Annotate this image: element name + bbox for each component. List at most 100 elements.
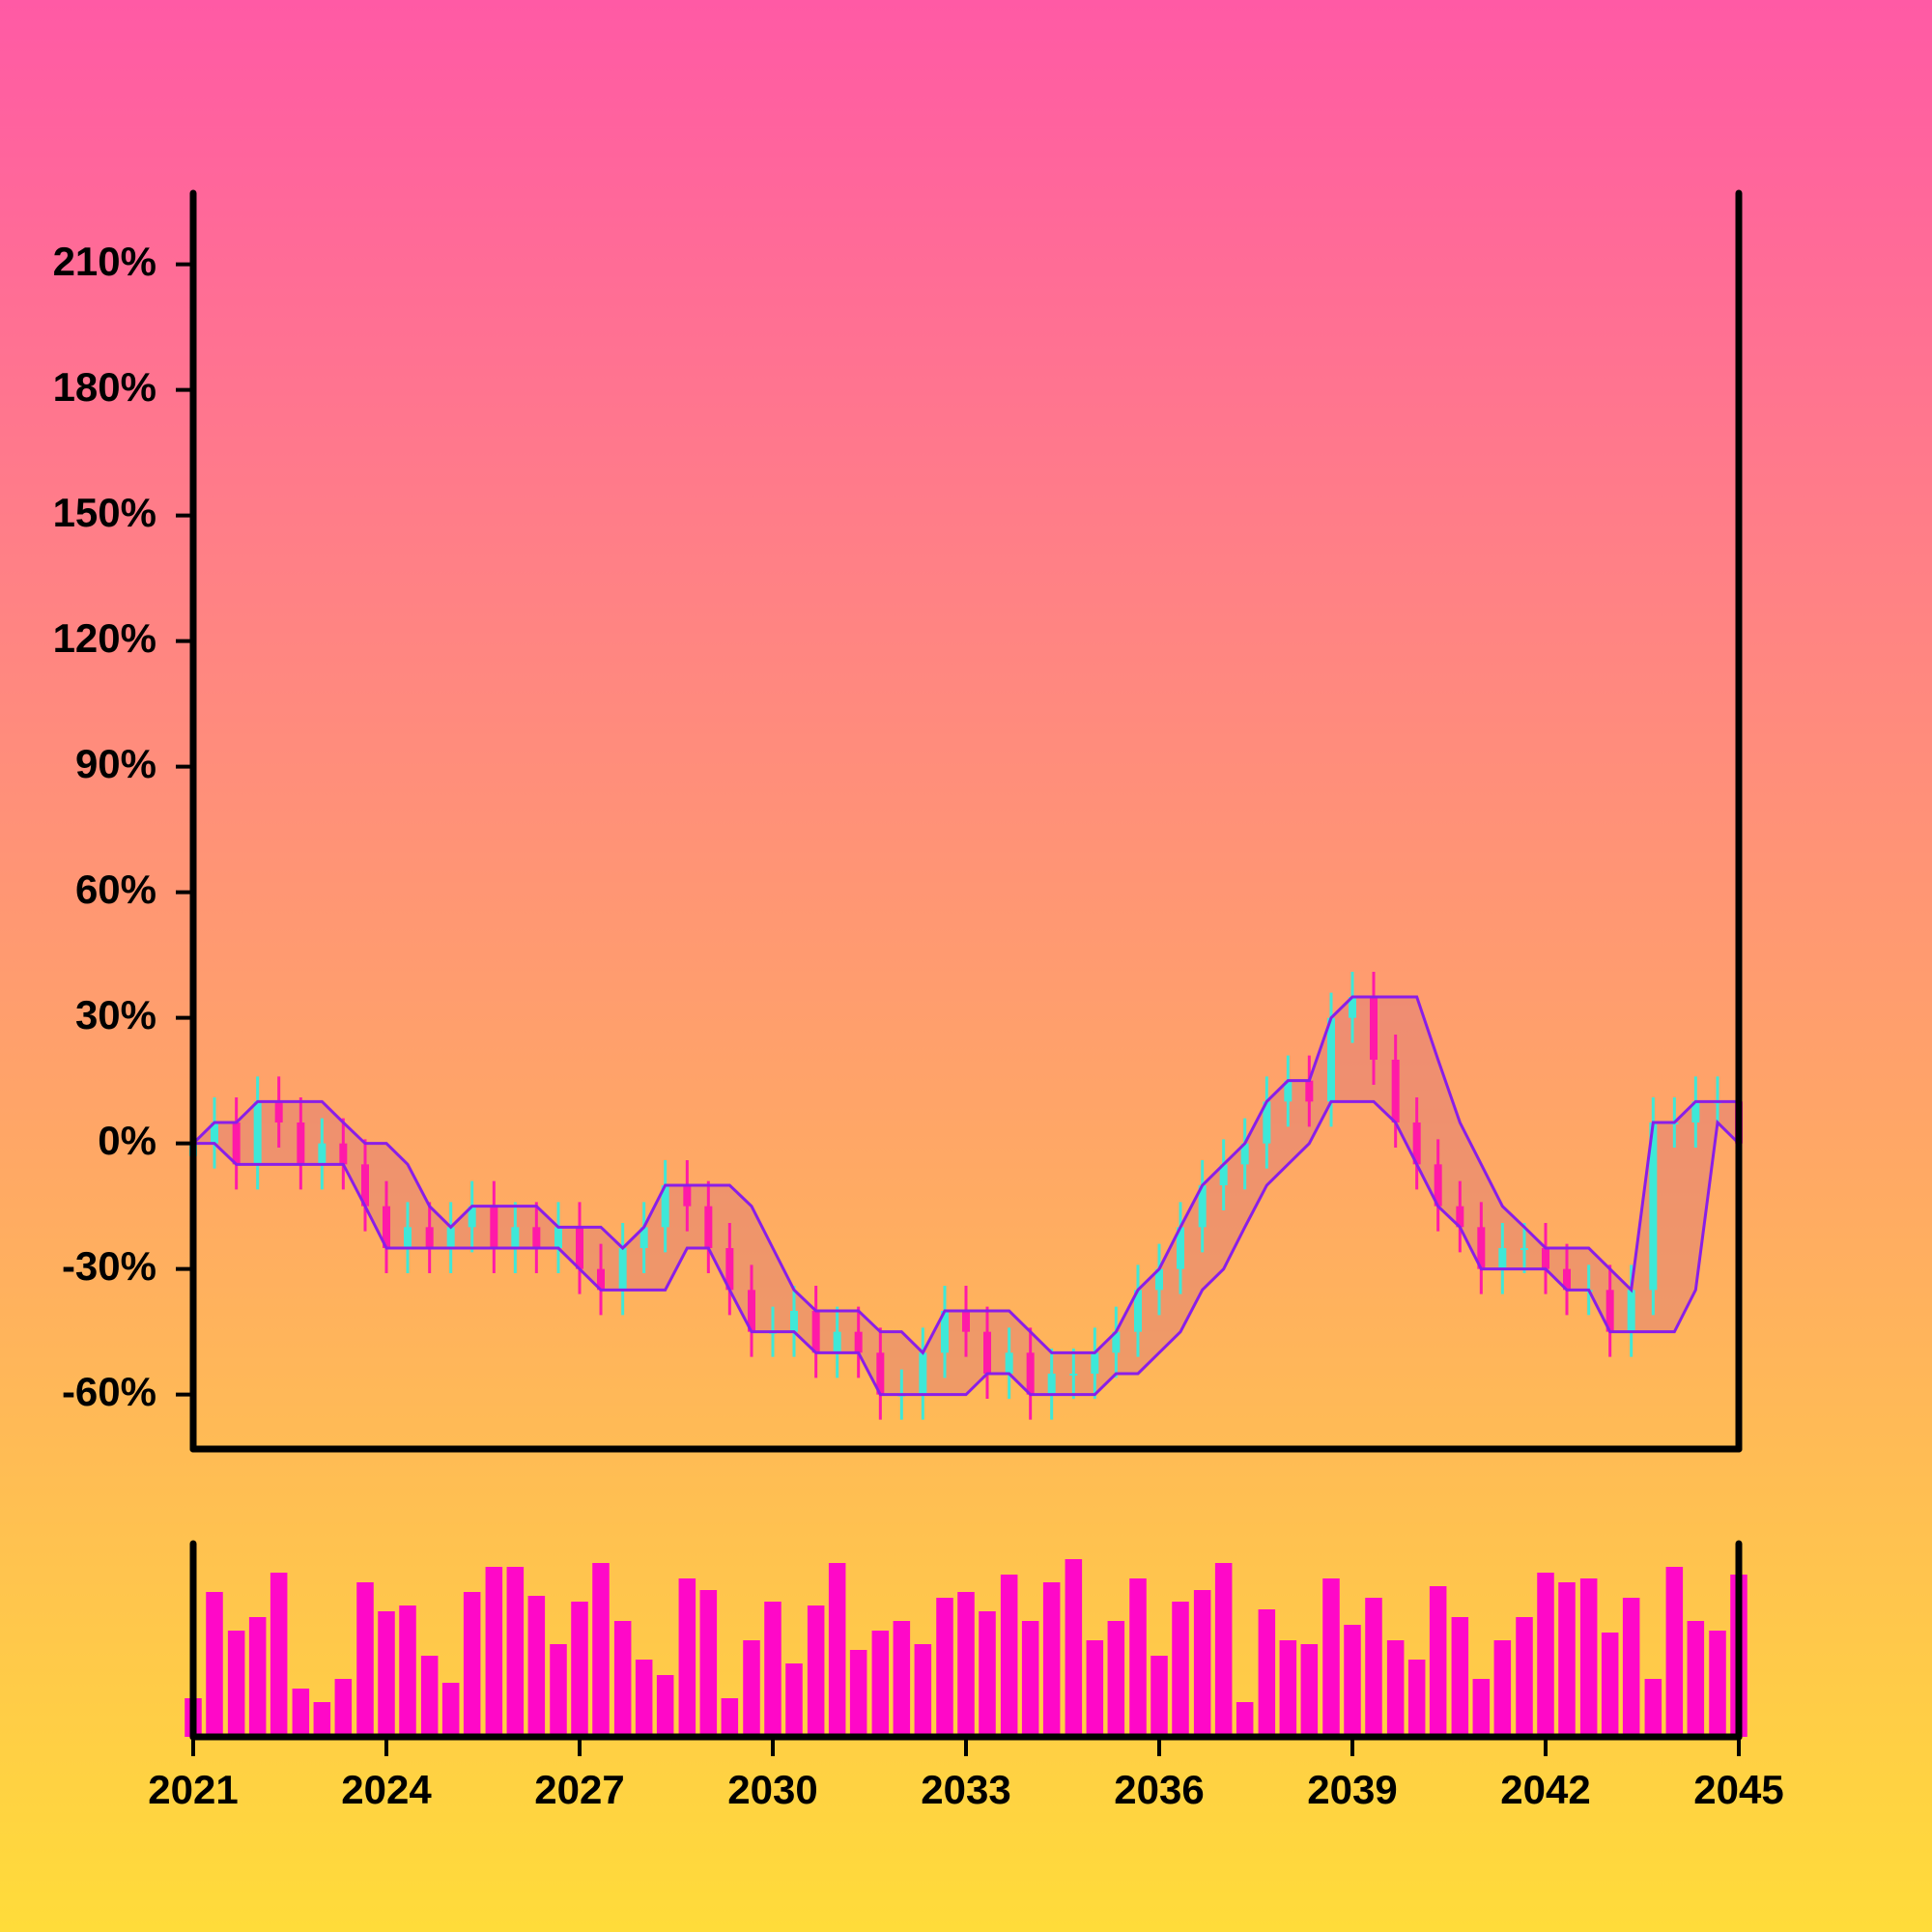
candle-body xyxy=(725,1248,734,1291)
x-tick-label: 2021 xyxy=(148,1767,238,1812)
candle-body xyxy=(1177,1227,1184,1269)
volume-bar xyxy=(936,1598,953,1737)
volume-bar xyxy=(206,1592,223,1737)
y-tick-label: -60% xyxy=(62,1369,156,1414)
volume-bar xyxy=(1622,1598,1640,1737)
candle-body xyxy=(1520,1248,1528,1250)
candle-body xyxy=(639,1227,648,1248)
volume-bar xyxy=(743,1640,760,1737)
volume-bar xyxy=(785,1663,803,1737)
candle-body xyxy=(532,1227,541,1248)
volume-bar xyxy=(550,1644,567,1737)
candle-body xyxy=(919,1352,927,1395)
volume-bar xyxy=(979,1611,996,1737)
volume-bar xyxy=(1107,1621,1125,1737)
volume-bar xyxy=(849,1650,867,1737)
candle-body xyxy=(1349,997,1356,1018)
volume-bar xyxy=(420,1656,439,1737)
candle-body xyxy=(576,1227,583,1269)
candle-body xyxy=(854,1331,863,1353)
candle-body xyxy=(1391,1060,1400,1122)
volume-bar xyxy=(1000,1575,1018,1737)
candle-body xyxy=(983,1331,991,1374)
y-tick-label: -30% xyxy=(62,1243,156,1289)
candle-body xyxy=(1627,1290,1635,1332)
candle-body xyxy=(1691,1101,1700,1122)
candle-body xyxy=(811,1311,820,1353)
y-tick-label: 210% xyxy=(53,239,156,284)
volume-bar xyxy=(721,1698,739,1737)
volume-bar xyxy=(764,1602,781,1737)
volume-bar xyxy=(1172,1602,1189,1737)
candle-body xyxy=(425,1227,434,1248)
volume-bar xyxy=(957,1592,975,1737)
candle-body xyxy=(318,1143,327,1165)
volume-bar xyxy=(1021,1621,1039,1737)
y-tick-label: 180% xyxy=(53,364,156,410)
channel-area xyxy=(193,997,1739,1395)
candle-body xyxy=(748,1290,755,1332)
candle-body xyxy=(339,1143,348,1165)
y-tick-label: 0% xyxy=(98,1118,156,1163)
candle-body xyxy=(1091,1352,1099,1374)
candle-body xyxy=(274,1101,283,1122)
volume-bar xyxy=(334,1679,353,1737)
volume-bar xyxy=(1407,1660,1426,1737)
volume-bar xyxy=(1300,1644,1319,1737)
candle-body xyxy=(1456,1206,1464,1228)
candle-body xyxy=(297,1122,305,1165)
volume-bar xyxy=(1279,1640,1297,1737)
candle-body xyxy=(383,1206,390,1248)
volume-bar xyxy=(571,1602,588,1737)
volume-bar xyxy=(1472,1679,1491,1737)
candle-body xyxy=(618,1248,627,1291)
volume-bar xyxy=(871,1631,890,1737)
candle-body xyxy=(661,1185,669,1228)
volume-bar xyxy=(1129,1578,1147,1737)
y-tick-label: 150% xyxy=(53,490,156,535)
volume-bar xyxy=(270,1573,288,1737)
volume-bar xyxy=(914,1644,932,1737)
candle-body xyxy=(253,1101,262,1165)
candle-body xyxy=(1477,1227,1486,1269)
volume-bar xyxy=(292,1689,310,1737)
candle-body xyxy=(1649,1122,1658,1291)
candle-body xyxy=(404,1227,412,1248)
candle-body xyxy=(554,1227,562,1248)
volume-bar xyxy=(1687,1621,1705,1737)
volume-bar xyxy=(1601,1633,1619,1737)
candle-body xyxy=(1240,1143,1249,1165)
candle-body xyxy=(1134,1290,1142,1332)
candle-body xyxy=(446,1227,455,1248)
volume-bar xyxy=(678,1578,696,1737)
volume-bar xyxy=(1386,1640,1405,1737)
volume-bar xyxy=(378,1611,395,1737)
y-tick-label: 120% xyxy=(53,615,156,661)
candle-body xyxy=(1542,1248,1549,1269)
y-tick-label: 60% xyxy=(75,867,156,912)
volume-bar xyxy=(1558,1582,1576,1737)
candle-body xyxy=(1284,1080,1293,1102)
volume-bar xyxy=(1258,1609,1276,1737)
candle-body xyxy=(1305,1080,1314,1102)
volume-bar xyxy=(527,1596,546,1737)
volume-bar xyxy=(1429,1586,1447,1737)
channel-lower xyxy=(193,1099,1741,1397)
volume-bar xyxy=(699,1590,718,1737)
volume-bar xyxy=(1193,1590,1211,1737)
candle-body xyxy=(941,1311,949,1353)
candle-body xyxy=(361,1164,369,1207)
y-tick-label: 30% xyxy=(75,992,156,1037)
candle-body xyxy=(468,1206,476,1228)
volume-bar xyxy=(1042,1582,1061,1737)
volume-bar xyxy=(485,1567,503,1737)
candle-body xyxy=(833,1331,841,1353)
x-tick-label: 2045 xyxy=(1693,1767,1783,1812)
volume-bar xyxy=(1665,1567,1684,1737)
candle-body xyxy=(511,1227,520,1248)
x-tick-label: 2039 xyxy=(1307,1767,1397,1812)
volume-bar xyxy=(399,1605,416,1737)
volume-bar xyxy=(356,1582,374,1737)
candle-body xyxy=(683,1185,692,1207)
